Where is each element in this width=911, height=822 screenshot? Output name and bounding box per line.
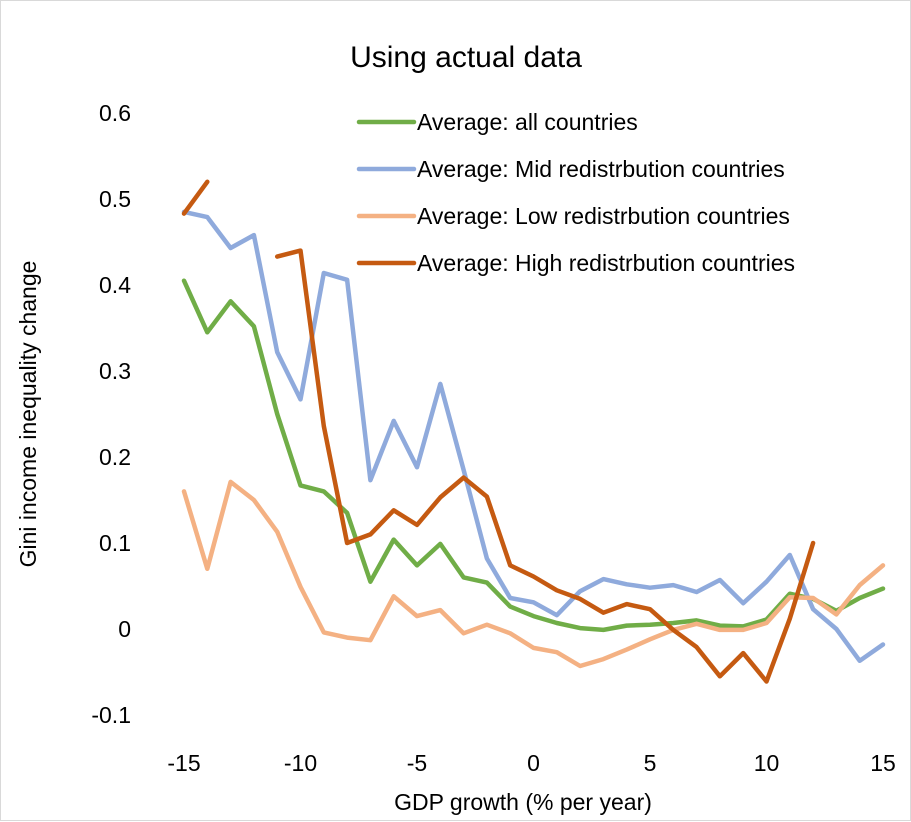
y-tick-label: 0.1 (99, 530, 131, 556)
y-tick-label: 0 (118, 616, 131, 642)
y-tick-label: 0.5 (99, 186, 131, 212)
series-line-mid (181, 209, 886, 664)
legend: Average: all countries Average: Mid redis… (356, 109, 795, 276)
legend-label-low: Average: Low redistrbution countries (417, 203, 790, 229)
legend-label-mid: Average: Mid redistrbution countries (417, 156, 785, 182)
x-tick-label: 10 (754, 750, 780, 776)
y-tick-label: 0.4 (99, 272, 131, 298)
x-tick-label: -5 (407, 750, 427, 776)
y-tick-label: -0.1 (91, 702, 131, 728)
y-tick-label: 0.2 (99, 444, 131, 470)
x-tick-label: 0 (527, 750, 540, 776)
series-lines (181, 179, 886, 684)
x-tick-label: -10 (284, 750, 317, 776)
y-axis-ticks: -0.1 0 0.1 0.2 0.3 0.4 0.5 0.6 (91, 100, 131, 728)
x-tick-label: 15 (870, 750, 896, 776)
legend-label-all: Average: all countries (417, 109, 638, 135)
x-axis-label: GDP growth (% per year) (394, 789, 652, 815)
x-tick-label: 5 (644, 750, 657, 776)
legend-label-high: Average: High redistrbution countries (417, 250, 795, 276)
y-tick-label: 0.6 (99, 100, 131, 126)
x-tick-label: -15 (167, 750, 200, 776)
x-axis-ticks: -15 -10 -5 0 5 10 15 (167, 750, 895, 776)
series-line-all (181, 278, 886, 633)
y-axis-label: Gini income inequality change (15, 261, 41, 568)
chart-title: Using actual data (350, 41, 582, 74)
y-tick-label: 0.3 (99, 358, 131, 384)
series-line-low (181, 479, 886, 669)
series-line-high (274, 248, 816, 684)
series-line-high (181, 179, 210, 216)
